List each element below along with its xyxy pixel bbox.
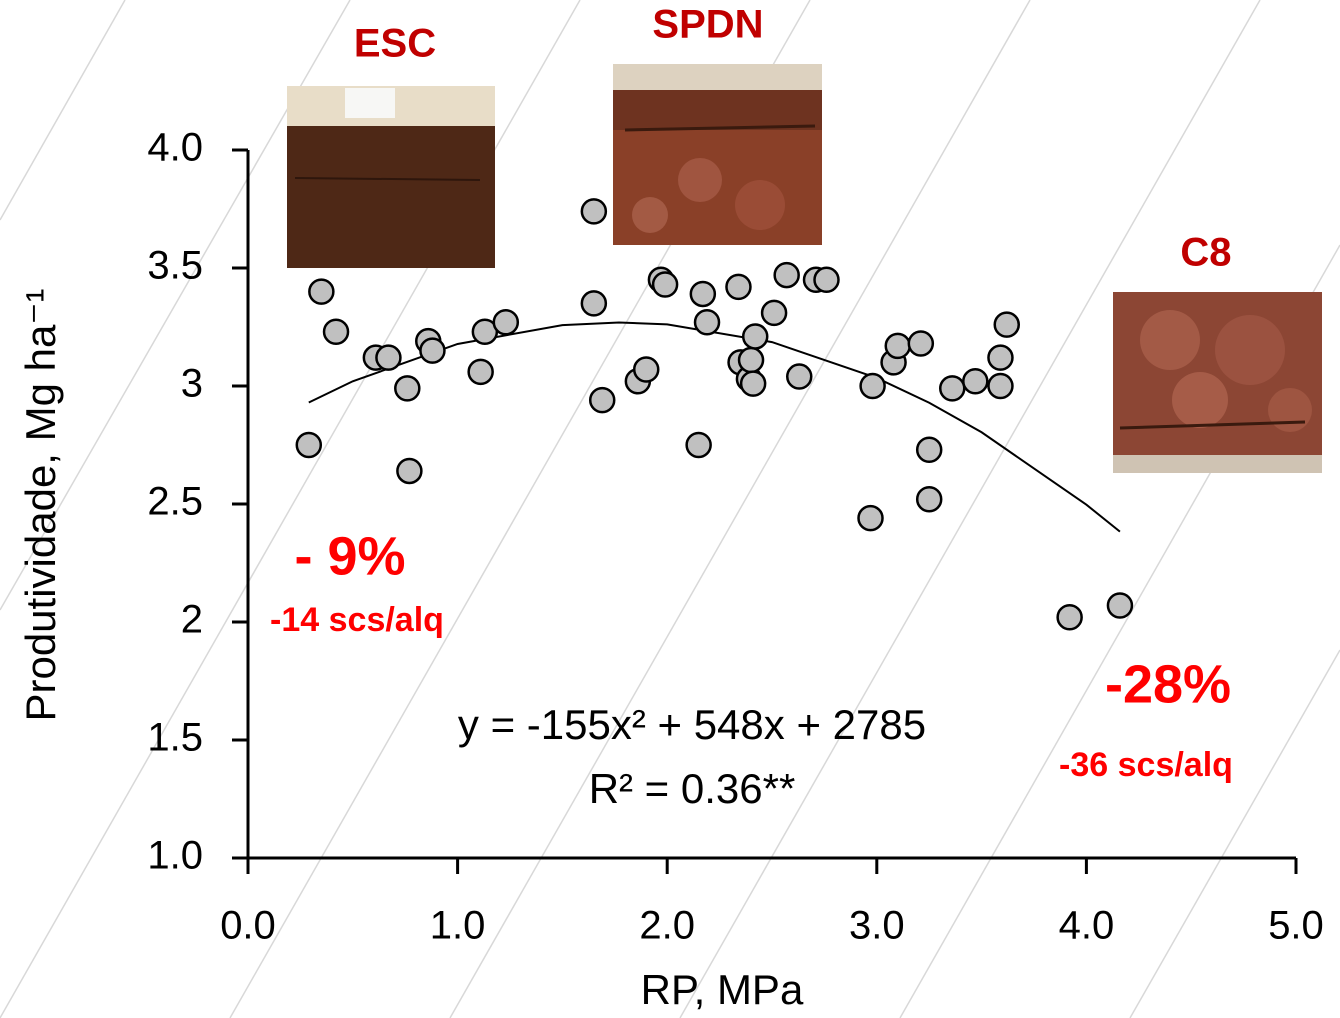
y-tick-label: 3.5 xyxy=(147,244,203,288)
data-point xyxy=(886,334,910,358)
data-point xyxy=(695,310,719,334)
soil-photo xyxy=(1113,292,1322,473)
data-point xyxy=(1058,605,1082,629)
x-tick-label: 1.0 xyxy=(430,904,486,948)
annotation: - 9% xyxy=(294,526,405,586)
data-point xyxy=(297,433,321,457)
annotation: -14 scs/alq xyxy=(270,601,444,639)
chart: RP, MPa Produtividade, Mg ha⁻¹ ESC SPDN … xyxy=(0,0,1340,1018)
data-point xyxy=(988,346,1012,370)
data-point xyxy=(940,376,964,400)
data-point xyxy=(469,360,493,384)
data-point xyxy=(582,199,606,223)
x-axis-label: RP, MPa xyxy=(641,966,804,1013)
annotation: -36 scs/alq xyxy=(1059,746,1233,784)
photo-label: ESC xyxy=(354,22,436,66)
equation: y = -155x² + 548x + 2785 xyxy=(458,701,926,748)
y-tick-label: 2 xyxy=(181,598,203,642)
data-point xyxy=(691,282,715,306)
y-tick-label: 1.5 xyxy=(147,716,203,760)
data-point xyxy=(494,310,518,334)
data-point xyxy=(762,301,786,325)
y-tick-label: 1.0 xyxy=(147,834,203,878)
x-tick-label: 3.0 xyxy=(849,904,905,948)
data-point xyxy=(1108,593,1132,617)
data-point xyxy=(814,268,838,292)
data-point xyxy=(917,487,941,511)
data-point xyxy=(963,369,987,393)
y-tick-label: 2.5 xyxy=(147,480,203,524)
data-point xyxy=(726,275,750,299)
photo-label: SPDN xyxy=(652,3,763,47)
data-point xyxy=(787,365,811,389)
soil-photo xyxy=(287,86,495,268)
data-point xyxy=(420,339,444,363)
data-point xyxy=(988,374,1012,398)
x-tick-label: 2.0 xyxy=(639,904,695,948)
x-tick-label: 4.0 xyxy=(1059,904,1115,948)
y-axis-label: Produtividade, Mg ha⁻¹ xyxy=(17,288,64,721)
data-point xyxy=(739,348,763,372)
data-point xyxy=(917,438,941,462)
data-point xyxy=(909,332,933,356)
data-point xyxy=(582,291,606,315)
annotation: -28% xyxy=(1105,654,1231,714)
y-tick-label: 4.0 xyxy=(147,126,203,170)
data-point xyxy=(590,388,614,412)
data-point xyxy=(775,263,799,287)
data-point xyxy=(995,313,1019,337)
x-tick-label: 5.0 xyxy=(1268,904,1324,948)
photo-label: C8 xyxy=(1180,231,1231,275)
data-point xyxy=(687,433,711,457)
data-point xyxy=(634,357,658,381)
x-tick-label: 0.0 xyxy=(220,904,276,948)
data-point xyxy=(376,346,400,370)
data-point xyxy=(859,506,883,530)
data-point xyxy=(743,324,767,348)
data-point xyxy=(861,374,885,398)
data-point xyxy=(395,376,419,400)
data-point xyxy=(324,320,348,344)
data-point xyxy=(741,372,765,396)
data-point xyxy=(309,280,333,304)
r-squared: R² = 0.36** xyxy=(589,765,796,812)
soil-photo xyxy=(613,64,822,245)
data-point xyxy=(397,459,421,483)
data-point xyxy=(653,273,677,297)
y-tick-label: 3 xyxy=(181,362,203,406)
